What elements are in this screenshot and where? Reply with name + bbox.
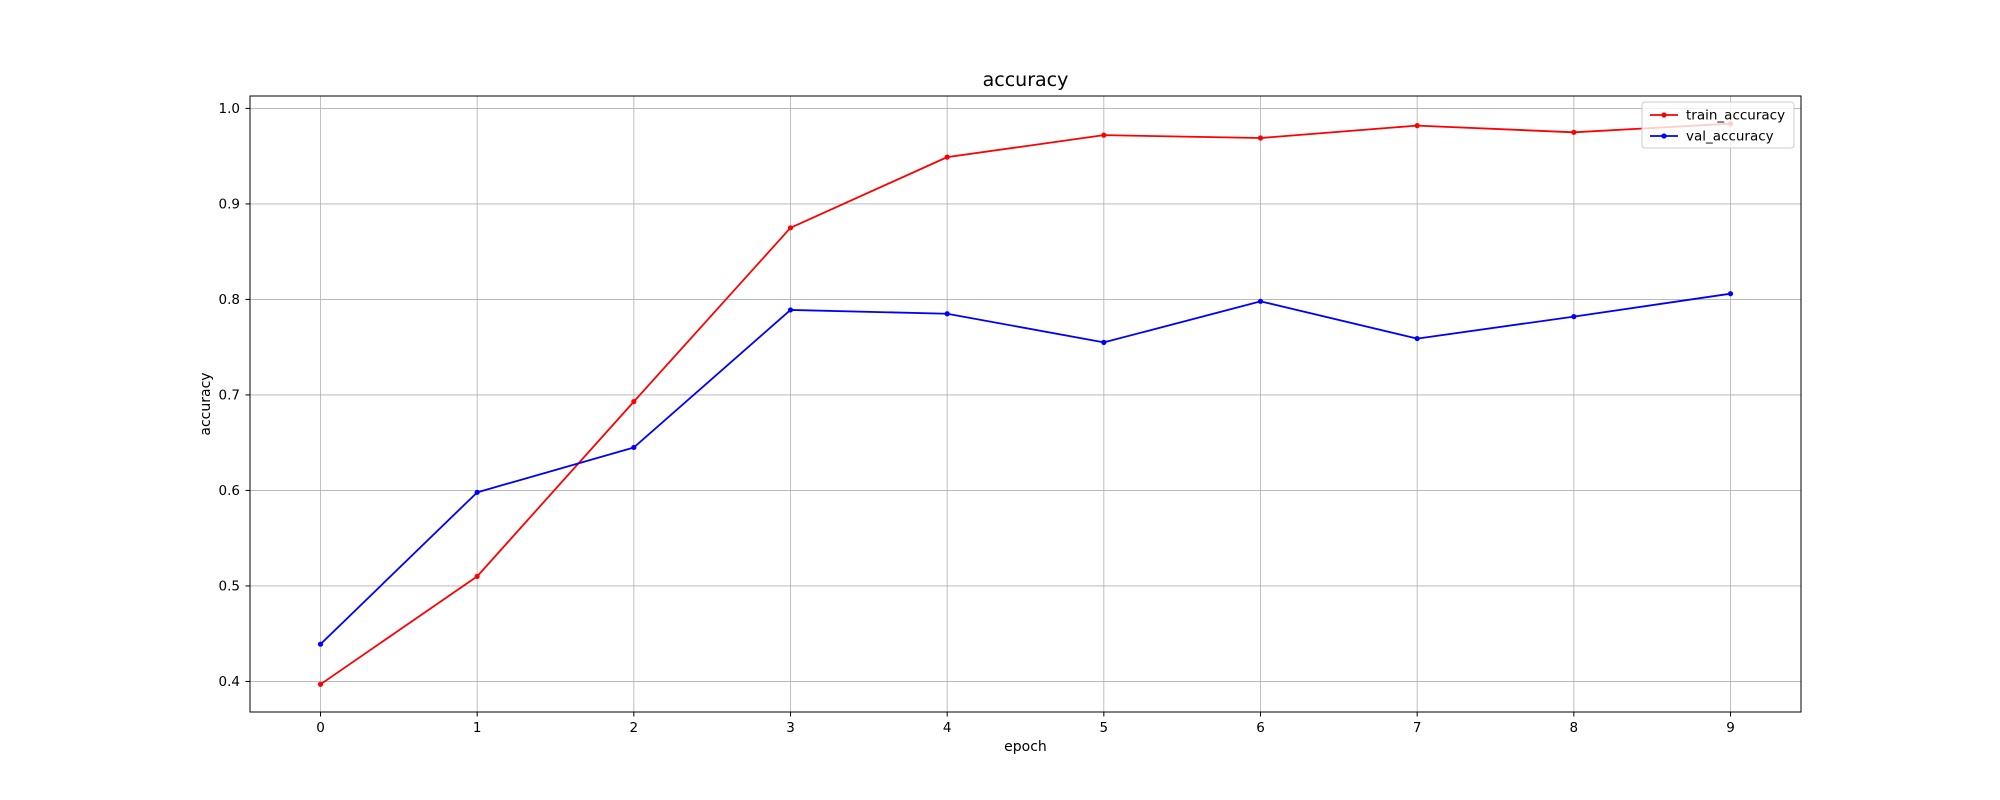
- val-accuracy-point: [1414, 335, 1420, 342]
- x-tick-label: 5: [1100, 720, 1109, 736]
- plot-area-frame: [249, 95, 1802, 713]
- legend-marker-val-accuracy: [1661, 133, 1667, 139]
- train-accuracy-point: [317, 681, 324, 687]
- legend-box: [1641, 101, 1795, 149]
- val-accuracy-point: [1257, 298, 1264, 304]
- y-tick-label: 0.4: [219, 674, 240, 690]
- plot-series: [317, 121, 1734, 687]
- x-tick-label: 9: [1726, 720, 1735, 736]
- grid-lines: [250, 96, 1801, 712]
- val-accuracy-point: [1727, 291, 1734, 297]
- train-accuracy-point: [474, 573, 480, 579]
- x-axis-label: epoch: [1004, 739, 1047, 755]
- val-accuracy-point: [474, 489, 480, 495]
- val-accuracy-point: [787, 307, 794, 313]
- x-tick-label: 0: [316, 720, 325, 736]
- x-tick-label: 1: [473, 720, 482, 736]
- val-accuracy-point: [1101, 339, 1107, 345]
- y-axis-label: accuracy: [198, 372, 214, 435]
- val-accuracy-point: [631, 444, 637, 451]
- train-accuracy-point: [1101, 132, 1107, 138]
- legend: train_accuracy val_accuracy: [1641, 101, 1795, 149]
- train-accuracy-point: [944, 154, 950, 160]
- val-accuracy-point: [944, 311, 950, 317]
- legend-label-val-accuracy: val_accuracy: [1686, 129, 1774, 145]
- legend-item-val-accuracy: val_accuracy: [1650, 129, 1774, 145]
- train-accuracy-point: [1257, 135, 1264, 141]
- x-tick-label: 3: [786, 720, 795, 736]
- train-accuracy-point: [1571, 129, 1577, 135]
- val-accuracy-point: [1571, 314, 1577, 320]
- train-accuracy-point: [1414, 123, 1420, 129]
- y-tick-label: 0.5: [219, 578, 240, 594]
- train-accuracy-series: [317, 121, 1734, 687]
- train-accuracy-line: [319, 122, 1732, 686]
- x-tick-label: 4: [943, 720, 952, 736]
- y-tick-label: 0.9: [219, 196, 240, 212]
- y-tick-label: 0.7: [219, 387, 240, 403]
- chart-title: accuracy: [983, 69, 1069, 91]
- val-accuracy-point: [317, 641, 324, 647]
- y-tick-label: 0.8: [219, 292, 240, 308]
- legend-marker-train-accuracy: [1661, 112, 1667, 118]
- legend-item-train-accuracy: train_accuracy: [1650, 108, 1785, 124]
- legend-label-train-accuracy: train_accuracy: [1686, 108, 1785, 124]
- train-accuracy-point: [787, 225, 794, 231]
- x-tick-label: 6: [1256, 720, 1265, 736]
- y-tick-label: 0.6: [219, 483, 240, 499]
- x-tick-label: 2: [630, 720, 639, 736]
- x-tick-label: 7: [1413, 720, 1422, 736]
- x-tick-label: 8: [1570, 720, 1579, 736]
- val-accuracy-series: [317, 291, 1734, 647]
- axis-ticks: 0 1 2 3 4 5 6 7 8 9 0.4 0.5 0.6 0.7 0.8 0.9 1.0: [219, 101, 1735, 736]
- val-accuracy-line: [319, 292, 1732, 646]
- y-tick-label: 1.0: [219, 101, 240, 117]
- train-accuracy-point: [631, 399, 637, 405]
